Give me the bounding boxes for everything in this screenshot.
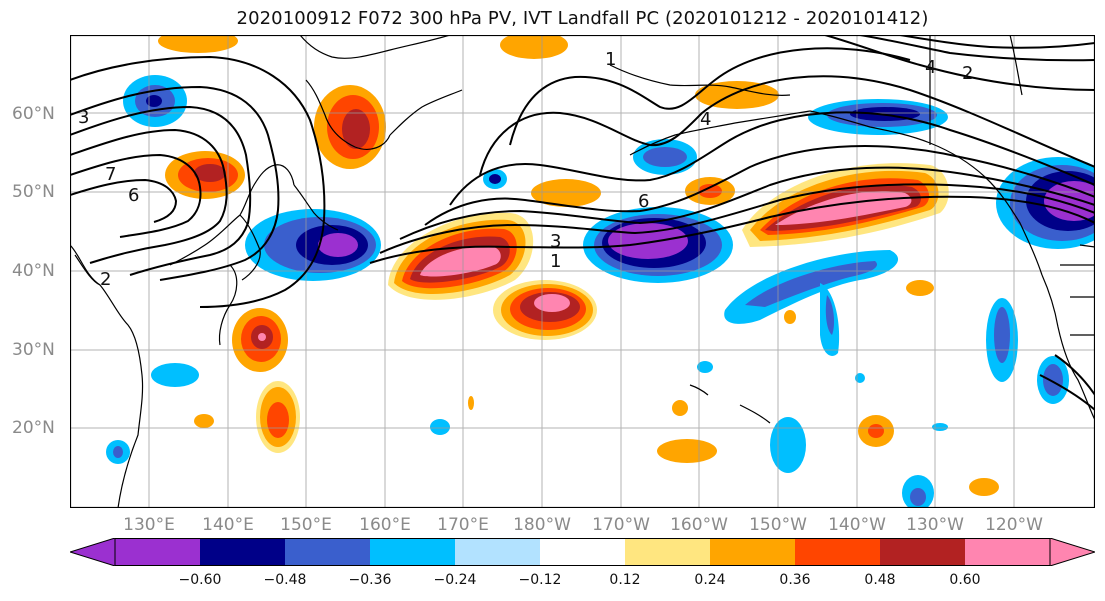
colorbar-tick-label: 0.24 [694,572,726,588]
negative-anomaly-gulf-of-alaska [808,99,948,135]
colorbar-tick-label: −0.36 [348,572,392,588]
contour-label: 6 [128,185,139,206]
lon-label-150w: 150°W [749,515,807,535]
contour-label: 2 [962,63,973,84]
negative-anomaly-japan [245,209,381,281]
map-panel: 1 3 6 1 4 7 2 3 6 4 2 [70,35,1095,508]
positive-anomaly-kamchatka [314,85,386,169]
positive-anomaly-20n-145e [256,381,300,453]
colorbar-frame [114,538,1051,566]
contour-label: 3 [550,231,561,252]
lat-label-40n: 40°N [12,261,55,281]
lon-label-120w: 120°W [985,515,1043,535]
colorbar-tick-label: 0.36 [779,572,811,588]
lat-label-20n: 20°N [12,418,55,438]
contour-label: 7 [105,164,116,185]
lat-label-60n: 60°N [12,104,55,124]
colorbar-tick-label: −0.12 [518,572,562,588]
ivt-contours [70,35,1095,411]
colorbar-segment [880,538,966,566]
lon-label-170w: 170°W [592,515,650,535]
contour-labels: 1 3 6 1 4 7 2 3 6 4 2 [78,49,973,290]
positive-anomaly-30n-140e [232,308,288,372]
small-anomaly-features [106,169,1069,508]
lat-label-50n: 50°N [12,182,55,202]
negative-anomaly-central-pacific [583,207,733,283]
colorbar-segment [795,538,881,566]
colorbar-segment [710,538,796,566]
colorbar-segment [965,538,1051,566]
colorbar-segment [625,538,711,566]
lon-label-130e: 130°E [123,515,175,535]
colorbar [70,538,1095,566]
lon-label-170e: 170°E [437,515,489,535]
lon-label-140w: 140°W [828,515,886,535]
colorbar-segment [455,538,541,566]
colorbar-segment [115,538,201,566]
map-title: 2020100912 F072 300 hPa PV, IVT Landfall… [236,8,929,29]
lon-label-140e: 140°E [202,515,254,535]
lon-label-180w: 180°W [513,515,571,535]
contour-label: 4 [925,57,936,78]
positive-anomaly-subtropical [493,280,597,340]
pv-anomaly-shading [106,35,1095,508]
lon-label-130w: 130°W [906,515,964,535]
colorbar-segment [540,538,626,566]
contour-label: 3 [78,107,89,128]
colorbar-over-arrow [1049,538,1095,566]
lon-label-160e: 160°E [359,515,411,535]
negative-anomaly-aleutian [633,139,697,175]
lon-label-150e: 150°E [280,515,332,535]
colorbar-under-arrow [70,538,116,566]
contour-label: 6 [638,191,649,212]
colorbar-segment [285,538,371,566]
colorbar-segment [200,538,286,566]
lon-label-160w: 160°W [670,515,728,535]
negative-anomaly-siberia [123,75,187,127]
colorbar-tick-label: −0.48 [263,572,307,588]
lat-label-30n: 30°N [12,340,55,360]
colorbar-tick-label: −0.60 [178,572,222,588]
colorbar-segments [115,538,1051,566]
contour-label: 1 [605,49,616,70]
contour-label: 2 [100,269,111,290]
colorbar-tick-label: 0.48 [864,572,896,588]
positive-anomaly-alaska [158,35,779,207]
contour-label: 4 [700,109,711,130]
colorbar-segment [370,538,456,566]
colorbar-tick-label: 0.12 [609,572,641,588]
map-frame [70,35,1095,508]
contour-label: 1 [550,251,561,272]
colorbar-tick-label: −0.24 [433,572,477,588]
colorbar-tick-label: 0.60 [949,572,981,588]
